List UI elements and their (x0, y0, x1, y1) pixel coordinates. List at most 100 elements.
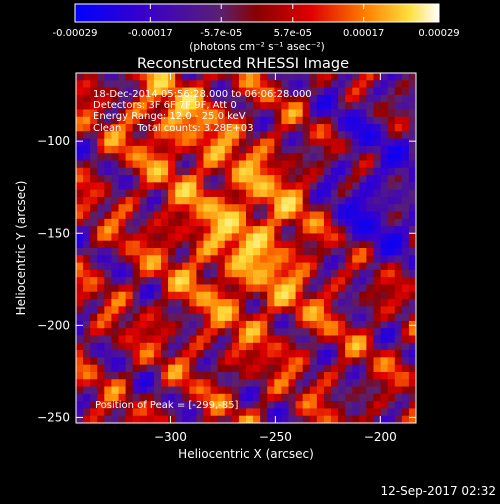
heatmap-cell (408, 408, 417, 417)
heatmap-cell (253, 328, 261, 336)
heatmap-cell (203, 386, 212, 395)
heatmap-cell (260, 153, 268, 161)
heatmap-cell (90, 328, 98, 336)
heatmap-cell (231, 364, 240, 373)
heatmap-cell (352, 145, 360, 154)
heatmap-cell (394, 350, 403, 358)
heatmap-cell (366, 408, 374, 417)
heatmap-cell (394, 262, 403, 271)
heatmap-cell (111, 269, 119, 278)
heatmap-cell (168, 306, 176, 315)
heatmap-cell (366, 371, 374, 380)
heatmap-cell (309, 153, 318, 161)
heatmap-cell (97, 167, 105, 176)
heatmap-cell (380, 138, 389, 147)
heatmap-cell (352, 226, 360, 234)
heatmap-cell (345, 80, 353, 89)
heatmap-cell (168, 94, 176, 103)
heatmap-cell (217, 284, 226, 293)
heatmap-cell (189, 255, 197, 264)
heatmap-cell (153, 211, 162, 220)
heatmap-cell (146, 196, 155, 205)
heatmap-cell (161, 240, 169, 249)
heatmap-cell (139, 401, 148, 409)
heatmap-cell (139, 153, 148, 161)
heatmap-cell (189, 262, 197, 271)
heatmap-cell (338, 291, 346, 300)
heatmap-cell (90, 371, 98, 380)
heatmap-cell (132, 379, 141, 388)
heatmap-cell (359, 138, 367, 147)
heatmap-cell (76, 306, 84, 315)
heatmap-cell (168, 313, 176, 322)
heatmap-cell (76, 182, 84, 191)
heatmap-cell (253, 218, 261, 227)
heatmap-cell (196, 145, 204, 154)
heatmap-cell (217, 248, 226, 256)
heatmap-cell (401, 233, 410, 242)
heatmap-cell (394, 226, 403, 234)
heatmap-cell (338, 153, 346, 161)
heatmap-cell (408, 167, 417, 176)
heatmap-cell (83, 80, 91, 89)
heatmap-cell (175, 357, 183, 366)
heatmap-cell (83, 306, 91, 315)
heatmap-cell (118, 350, 127, 358)
heatmap-cell (281, 145, 289, 154)
heatmap-cell (210, 313, 219, 322)
heatmap-cell (83, 255, 91, 264)
heatmap-cell (203, 328, 212, 336)
heatmap-cell (253, 175, 261, 183)
heatmap-cell (331, 371, 339, 380)
heatmap-cell (146, 116, 155, 125)
heatmap-cell (125, 269, 134, 278)
heatmap-cell (359, 269, 367, 278)
heatmap-cell (380, 306, 389, 315)
heatmap-cell (90, 393, 98, 402)
heatmap-cell (217, 87, 226, 96)
heatmap-cell (274, 284, 282, 293)
heatmap-cell (295, 116, 304, 125)
heatmap-cell (238, 138, 247, 147)
heatmap-cell (401, 313, 410, 322)
heatmap-cell (359, 262, 367, 271)
heatmap-cell (139, 328, 148, 336)
heatmap-cell (118, 160, 127, 169)
heatmap-cell (224, 415, 233, 424)
heatmap-cell (90, 226, 98, 234)
colorbar-tick-label: 0.00017 (343, 28, 384, 39)
heatmap-cell (373, 80, 382, 89)
heatmap-cell (267, 167, 275, 176)
heatmap-cell (323, 328, 332, 336)
heatmap-cell (380, 124, 389, 132)
heatmap-cell (104, 371, 112, 380)
heatmap-cell (373, 371, 382, 380)
heatmap-cell (366, 320, 374, 329)
heatmap-cell (380, 116, 389, 125)
heatmap-cell (401, 306, 410, 315)
heatmap-cell (111, 408, 119, 417)
heatmap-cell (394, 328, 403, 336)
heatmap-cell (295, 262, 304, 271)
heatmap-cell (380, 335, 389, 344)
heatmap-cell (175, 226, 183, 234)
heatmap-cell (401, 262, 410, 271)
heatmap-cell (217, 204, 226, 213)
heatmap-cell (97, 262, 105, 271)
heatmap-cell (345, 386, 353, 395)
heatmap-cell (260, 175, 268, 183)
heatmap-cell (217, 196, 226, 205)
heatmap-cell (345, 167, 353, 176)
heatmap-cell (323, 87, 332, 96)
heatmap-cell (267, 284, 275, 293)
heatmap-cell (316, 116, 325, 125)
heatmap-cell (302, 401, 311, 409)
heatmap-cell (295, 350, 304, 358)
heatmap-cell (231, 145, 240, 154)
heatmap-cell (281, 277, 289, 285)
heatmap-cell (352, 116, 360, 125)
heatmap-cell (104, 291, 112, 300)
heatmap-cell (238, 175, 247, 183)
heatmap-cell (238, 364, 247, 373)
heatmap-cell (295, 167, 304, 176)
